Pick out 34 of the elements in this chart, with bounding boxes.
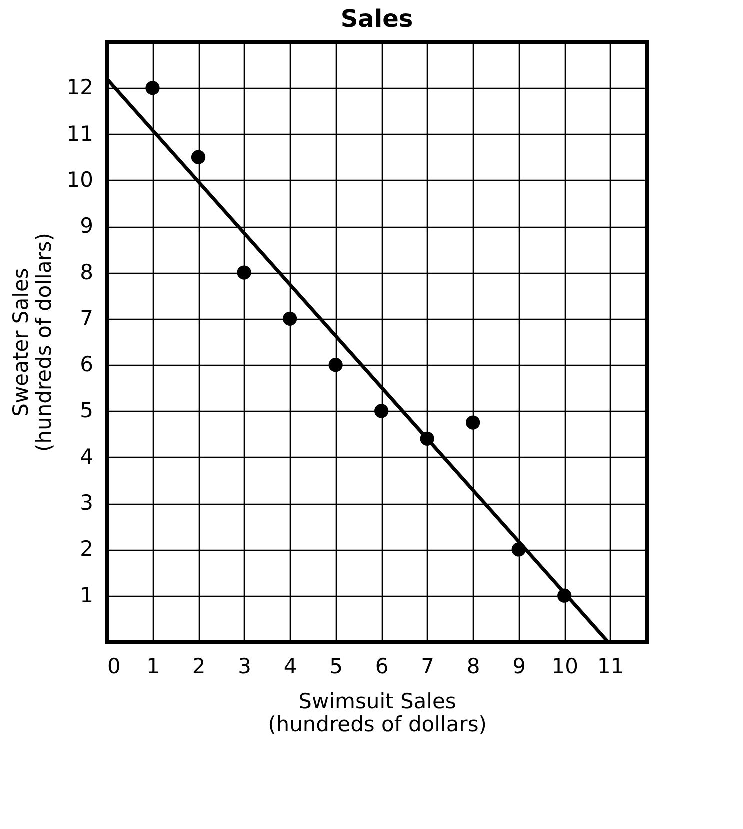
y-axis-title: Sweater Sales (hundreds of dollars) [8,233,56,452]
y-tick-label: 1 [80,583,94,608]
x-tick-label: 0 [108,654,121,678]
y-tick-label: 7 [80,306,94,330]
y-tick-label: 11 [66,122,94,146]
point [282,312,298,326]
x-tick-label: 11 [598,654,624,678]
y-tick-label: 6 [80,352,94,377]
x-tick-label: 3 [238,654,252,678]
y-tick-label: 12 [66,76,94,100]
point [374,404,389,418]
y-tick-label: 10 [66,168,94,192]
x-tick-label: 5 [330,654,343,678]
x-tick-label: 6 [375,654,389,678]
point [146,81,160,96]
x-tick-label: 10 [552,654,578,678]
x-tick-label: 7 [421,654,435,678]
point [191,150,206,164]
x-tick-label: 4 [284,654,298,678]
x-tick-label: 2 [192,654,206,678]
y-tick-label: 9 [80,214,94,238]
y-tick-label: 5 [80,398,94,423]
point [466,416,480,430]
x-tick-label: 1 [146,654,160,678]
x-axis-title: Swimsuit Sales (hundreds of dollars) [268,690,487,736]
x-tick-label: 9 [512,654,526,678]
chart-title: Sales [340,5,414,33]
y-tick-label: 2 [80,537,94,562]
y-tick-label: 4 [80,444,94,469]
x-tick-label: 8 [466,654,480,678]
y-tick-label: 8 [80,260,94,284]
y-tick-label: 3 [80,491,94,516]
point [328,358,343,372]
point [237,266,252,280]
